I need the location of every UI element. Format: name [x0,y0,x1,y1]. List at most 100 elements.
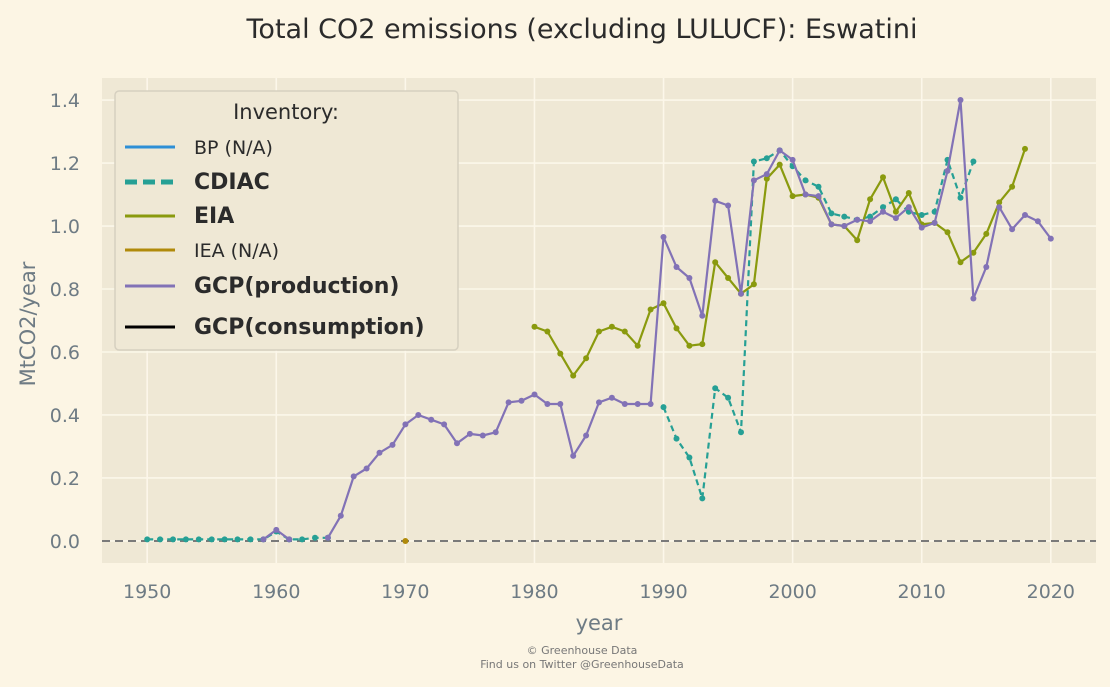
data-point [634,401,641,407]
data-point [725,202,732,209]
data-point [725,394,732,401]
data-point [234,536,241,543]
data-point [389,441,396,448]
data-point [738,290,744,297]
data-point [518,397,525,404]
data-point [725,275,732,281]
data-point [363,465,370,472]
data-point [802,177,809,184]
data-point [854,237,861,244]
data-point [660,300,667,307]
data-point [789,156,796,163]
data-point [750,158,757,165]
data-point [1047,235,1054,242]
data-point [647,401,654,407]
data-point [931,219,938,226]
legend-label: EIA [194,204,234,229]
legend-label: GCP(consumption) [194,315,425,340]
data-point [350,473,357,480]
data-point [544,401,551,407]
data-point [686,342,693,349]
data-point [957,97,964,103]
chart-title: Total CO2 emissions (excluding LULUCF): … [246,14,918,45]
data-point [660,234,667,240]
data-point [957,259,964,266]
legend-title: Inventory: [233,100,339,124]
data-point [660,404,667,411]
legend-label: GCP(production) [194,274,399,299]
data-point [1022,145,1028,152]
data-point [454,440,460,447]
data-point [763,175,770,182]
data-point [828,221,835,228]
x-tick-label: 2020 [1027,581,1075,603]
data-point [531,323,538,330]
footer-twitter: Find us on Twitter @GreenhouseData [480,658,684,671]
data-point [324,534,331,541]
legend-box [114,90,459,351]
data-point [583,432,590,439]
data-point [337,512,344,519]
data-point [970,295,977,302]
data-point [815,183,822,190]
data-point [841,213,848,220]
data-point [376,449,383,456]
data-point [596,399,602,406]
data-point [157,536,164,543]
data-point [608,323,615,330]
x-tick-label: 1970 [381,581,429,603]
data-point [299,536,306,543]
data-point [673,435,680,442]
data-point [208,536,215,543]
y-tick-label: 1.0 [50,216,80,238]
data-point [918,212,925,218]
data-point [531,391,538,398]
x-axis-label: year [576,611,623,635]
data-point [402,421,409,428]
data-point [776,147,783,154]
data-point [763,171,770,178]
y-axis-label: MtCO2/year [16,261,40,386]
data-point [880,204,886,211]
data-point [621,328,628,335]
data-point [647,306,654,313]
data-point [776,161,783,168]
data-point [428,416,435,423]
data-point [828,210,835,217]
legend-label: BP (N/A) [194,137,273,159]
series-layer [144,97,1054,544]
x-tick-label: 1960 [252,581,300,603]
data-point [686,454,693,461]
y-tick-label: 0.6 [50,342,80,364]
data-point [905,190,912,196]
data-point [970,249,977,256]
data-point [273,526,280,533]
y-tick-labels: 0.0 0.2 0.4 0.6 0.8 1.0 1.2 1.4 [50,90,80,553]
footer-credit: © Greenhouse Data [527,644,638,657]
data-point [712,259,719,266]
data-point [763,155,770,162]
data-point [905,204,912,211]
y-tick-label: 1.2 [50,153,80,175]
data-point [1009,226,1016,233]
data-point [312,534,318,541]
data-point [634,342,641,349]
data-point [892,215,899,222]
data-point [479,432,486,439]
data-point [544,328,551,335]
data-point [789,193,796,200]
data-point [944,229,951,236]
data-point [1034,218,1041,225]
data-point [557,401,564,407]
data-point [970,158,977,165]
x-tick-label: 2000 [768,581,816,603]
data-point [596,328,602,335]
data-point [195,536,202,543]
data-point [170,536,176,543]
data-point [1022,212,1028,218]
series-iea-n-a [402,538,409,544]
data-point [286,536,293,543]
data-point [673,264,680,270]
data-point [854,216,861,223]
